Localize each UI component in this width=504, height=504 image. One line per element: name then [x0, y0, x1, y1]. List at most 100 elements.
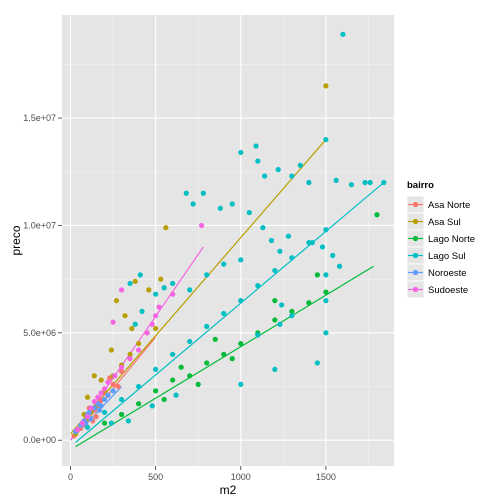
- data-point: [255, 332, 261, 338]
- data-point: [173, 392, 179, 398]
- data-point: [110, 388, 116, 394]
- data-point: [362, 179, 368, 186]
- data-point: [144, 330, 150, 336]
- data-point: [127, 280, 133, 287]
- data-point: [285, 233, 292, 239]
- legend-key-point: [412, 269, 419, 276]
- data-point: [98, 377, 104, 383]
- data-point: [101, 409, 108, 415]
- legend: bairro Asa Norte Asa Sul Lago Norte Lago Su…: [406, 180, 475, 299]
- data-point: [221, 261, 227, 267]
- data-point: [136, 347, 142, 353]
- data-point: [323, 298, 329, 304]
- data-point: [238, 340, 244, 347]
- x-axis-ticks: 0 500 1000 1500: [68, 466, 336, 482]
- data-point: [153, 313, 159, 319]
- plot-background: [62, 15, 394, 466]
- data-point: [323, 272, 329, 278]
- data-point: [96, 407, 103, 413]
- data-point: [153, 366, 159, 372]
- data-point: [91, 398, 97, 405]
- data-point: [118, 411, 125, 418]
- data-point: [149, 321, 155, 327]
- data-point: [253, 143, 259, 149]
- data-point: [275, 167, 281, 173]
- data-point: [204, 323, 210, 330]
- data-point: [136, 383, 142, 390]
- data-point: [118, 396, 125, 403]
- data-point: [199, 222, 205, 229]
- data-point: [212, 336, 218, 342]
- data-point: [221, 351, 227, 357]
- data-point: [98, 390, 104, 396]
- data-point: [272, 267, 278, 274]
- data-point: [238, 257, 244, 263]
- data-point: [79, 420, 86, 426]
- data-point: [268, 237, 275, 244]
- data-point: [200, 190, 206, 196]
- data-point: [374, 212, 380, 218]
- data-point: [170, 377, 176, 383]
- data-point: [323, 289, 329, 295]
- data-point: [118, 287, 125, 293]
- data-point: [238, 381, 244, 387]
- data-point: [136, 340, 142, 347]
- data-point: [277, 321, 283, 327]
- data-point: [139, 308, 145, 314]
- data-point: [153, 388, 159, 394]
- y-axis-ticks: 0.0e+00 5.0e+06 1.0e+07 1.5e+07: [23, 113, 62, 445]
- data-point: [110, 381, 116, 387]
- data-point: [132, 321, 138, 327]
- data-point: [158, 276, 164, 282]
- data-point: [98, 403, 104, 409]
- data-point: [229, 356, 235, 362]
- data-point: [136, 401, 142, 407]
- data-point: [108, 347, 114, 353]
- data-point: [161, 285, 167, 291]
- data-point: [367, 179, 373, 186]
- data-point: [323, 330, 329, 336]
- data-point: [91, 373, 97, 379]
- y-tick-label: 0.0e+00: [23, 435, 56, 445]
- data-point: [88, 405, 94, 411]
- legend-label: Lago Sul: [428, 251, 466, 262]
- data-point: [204, 360, 210, 366]
- x-tick-label: 1500: [316, 472, 336, 482]
- data-point: [336, 263, 343, 269]
- data-point: [170, 291, 176, 297]
- data-point: [279, 302, 285, 308]
- data-point: [289, 255, 295, 261]
- data-point: [163, 225, 169, 231]
- y-tick-label: 1.5e+07: [23, 113, 56, 123]
- data-point: [314, 360, 320, 366]
- data-point: [101, 386, 108, 392]
- data-point: [297, 162, 303, 168]
- data-point: [246, 209, 252, 216]
- data-point: [187, 287, 193, 293]
- data-point: [170, 280, 176, 287]
- data-point: [289, 313, 295, 319]
- data-point: [348, 182, 355, 188]
- x-axis-title: m2: [220, 483, 237, 497]
- data-point: [306, 300, 312, 306]
- x-tick-label: 500: [148, 472, 163, 482]
- legend-key-point: [412, 286, 419, 293]
- data-point: [93, 414, 99, 420]
- data-point: [289, 308, 295, 314]
- data-point: [204, 272, 210, 278]
- data-point: [323, 136, 329, 143]
- legend-key-point: [412, 235, 419, 242]
- data-point: [86, 409, 92, 415]
- legend-key-point: [412, 252, 419, 259]
- data-point: [127, 356, 133, 362]
- data-point: [132, 278, 138, 284]
- data-point: [221, 310, 227, 317]
- data-point: [333, 177, 339, 183]
- data-point: [319, 244, 326, 250]
- legend-label: Asa Sul: [428, 217, 461, 228]
- y-tick-label: 5.0e+06: [23, 328, 56, 338]
- data-point: [306, 179, 312, 186]
- data-point: [381, 179, 387, 186]
- data-point: [183, 190, 189, 196]
